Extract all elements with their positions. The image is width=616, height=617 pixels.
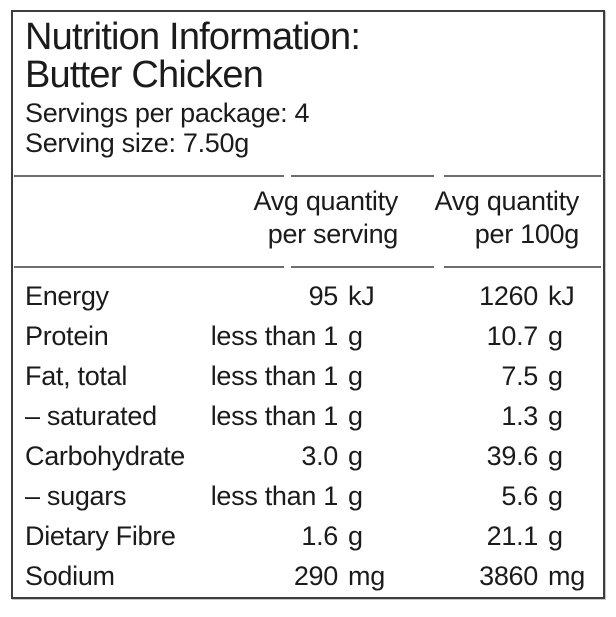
per-100g-unit: g [548,520,563,551]
per-100g-unit: g [548,360,563,391]
column-header-per-100g: Avg quantity per 100g [398,185,603,251]
table-row: Fat, total less than 1 g 7.5 g [13,356,603,396]
per-100g-unit: g [548,480,563,511]
serving-value: less than 1 [210,480,339,511]
serving-value: 290 [293,560,338,591]
column-header-per-serving: Avg quantity per serving [210,185,398,251]
serving-value: less than 1 [210,320,339,351]
serving-value: less than 1 [210,400,339,431]
table-row: – saturated less than 1 g 1.3 g [13,396,603,436]
serving-value: 3.0 [301,440,338,471]
rule-gap [434,266,444,268]
serving-info-block: Servings per package: 4 Serving size: 7.… [25,98,603,158]
per-100g-value: 1.3 [501,400,538,431]
serving-unit: g [348,440,363,471]
nutrient-label: Dietary Fibre [25,520,176,551]
serving-unit: mg [348,560,385,591]
column-header-per-serving-line1: Avg quantity [253,186,398,216]
rule-gap [284,266,291,268]
per-100g-value: 3860 [479,560,538,591]
nutrient-label: Energy [25,280,109,311]
rule-segment [14,266,284,268]
per-100g-unit: kJ [548,280,575,311]
nutrient-table-body: Energy 95 kJ 1260 kJ Protein less than 1… [13,276,603,596]
column-header-per-100g-line2: per 100g [474,219,580,249]
serving-unit: kJ [348,280,375,311]
per-100g-unit: g [548,400,563,431]
serving-unit: g [348,480,363,511]
rule-segment [444,266,601,268]
servings-per-package-text: Servings per package: 4 [25,98,310,128]
table-row: Energy 95 kJ 1260 kJ [13,276,603,316]
serving-unit: g [348,520,363,551]
nutrient-label: – saturated [25,400,157,431]
per-100g-value: 21.1 [486,520,539,551]
nutrient-label: – sugars [25,480,127,511]
serving-unit: g [348,400,363,431]
rule-gap [284,175,291,177]
nutrient-label: Fat, total [25,360,128,391]
per-100g-value: 10.7 [486,320,539,351]
product-name: Butter Chicken [25,54,264,96]
nutrition-label-card: Nutrition Information: Butter Chicken Se… [11,10,605,599]
table-row: Dietary Fibre 1.6 g 21.1 g [13,516,603,556]
per-100g-value: 5.6 [501,480,538,511]
per-100g-value: 1260 [479,280,538,311]
rule-segment [14,175,284,177]
serving-value: 95 [308,280,339,311]
per-100g-value: 7.5 [501,360,538,391]
rule-gap [434,175,444,177]
nutrient-label: Carbohydrate [25,440,185,471]
table-row: Carbohydrate 3.0 g 39.6 g [13,436,603,476]
rule-segment [444,175,601,177]
rule-segment [291,266,434,268]
page-title: Nutrition Information: [25,16,361,58]
serving-size-text: Serving size: 7.50g [25,128,249,158]
serving-unit: g [348,320,363,351]
per-100g-unit: g [548,320,563,351]
serving-value: 1.6 [301,520,338,551]
table-row: Sodium 290 mg 3860 mg [13,556,603,596]
per-100g-unit: mg [548,560,585,591]
separator-rule-top [13,175,603,177]
serving-value: less than 1 [210,360,339,391]
column-header-spacer [13,185,210,251]
rule-segment [291,175,434,177]
per-100g-value: 39.6 [486,440,539,471]
serving-unit: g [348,360,363,391]
separator-rule-header-bottom [13,266,603,268]
column-headers-row: Avg quantity per serving Avg quantity pe… [13,185,603,251]
nutrient-label: Sodium [25,560,115,591]
table-row: Protein less than 1 g 10.7 g [13,316,603,356]
nutrient-label: Protein [25,320,109,351]
table-row: – sugars less than 1 g 5.6 g [13,476,603,516]
per-100g-unit: g [548,440,563,471]
label-header: Nutrition Information: Butter Chicken Se… [25,18,603,158]
column-header-per-100g-line1: Avg quantity [434,186,579,216]
column-header-per-serving-line2: per serving [267,219,399,249]
